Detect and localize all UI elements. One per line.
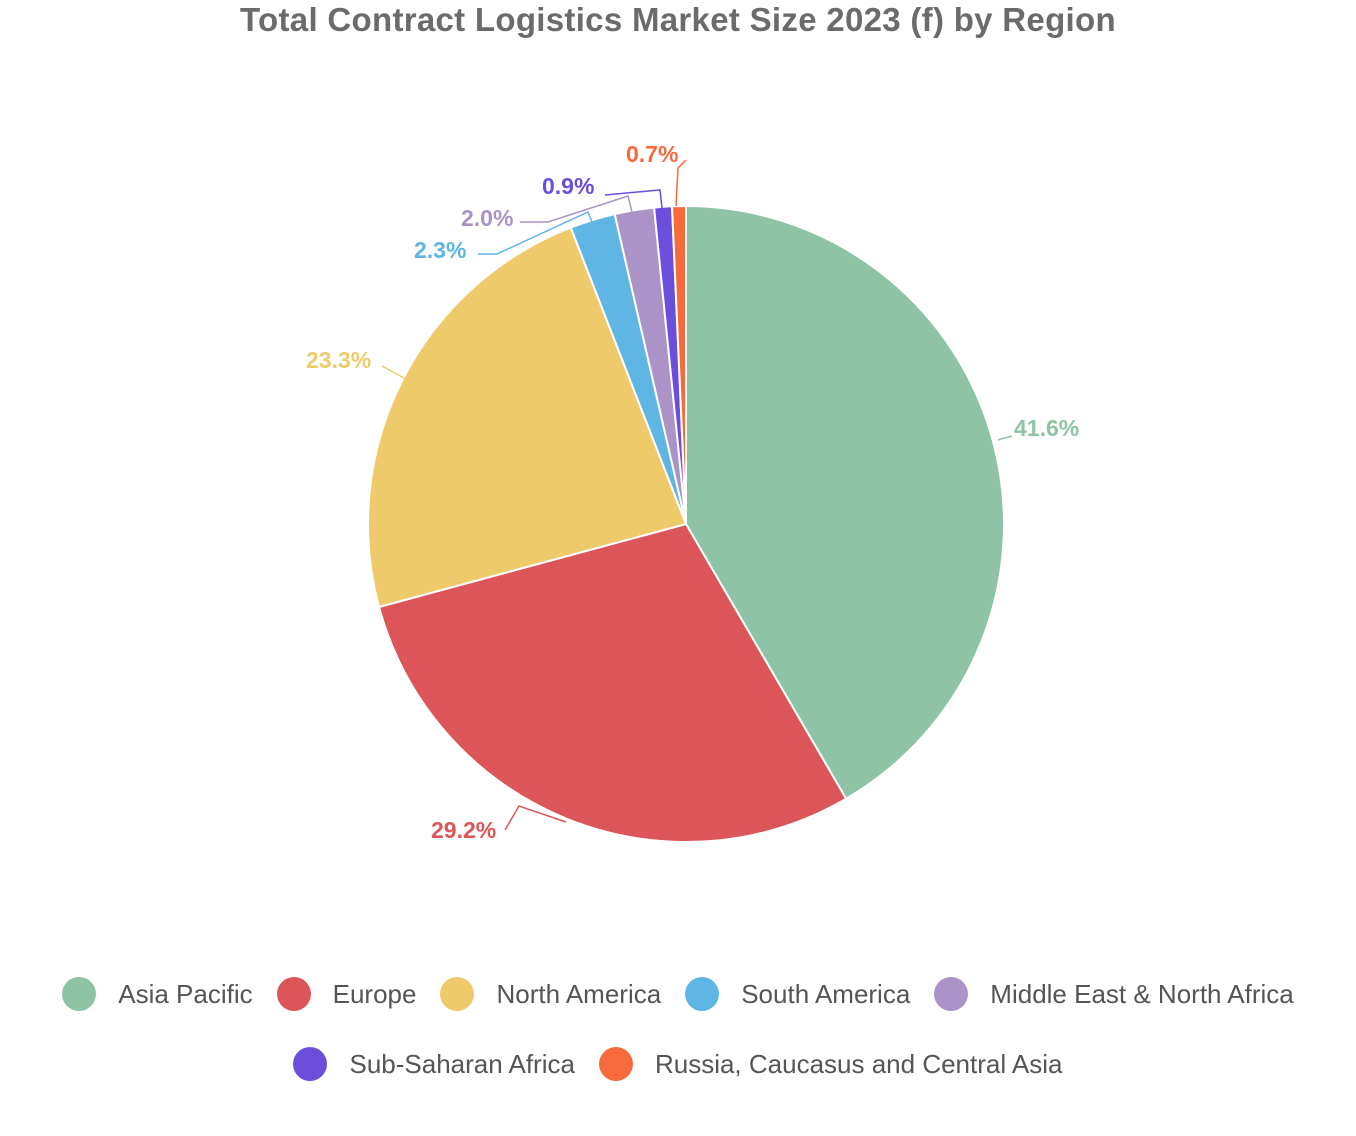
legend-label-north-america: North America [496,978,662,1009]
leader-line-europe [504,805,567,831]
pie-slice-asia-pacific[interactable] [685,204,1005,801]
pie-slice-russia-caucasus-and-central-asia[interactable] [670,204,687,525]
pie-slice-north-america[interactable] [367,226,688,609]
label-leader-lines [381,159,1013,831]
legend-item-sub-saharan-africa[interactable]: Sub-Saharan Africa [293,1047,575,1081]
legend-label-south-america: South America [741,978,911,1009]
legend-label-sub-saharan-africa: Sub-Saharan Africa [349,1048,575,1079]
leader-line-middle-east-north-africa [520,195,633,223]
legend-swatch-south-america [685,977,720,1011]
legend-item-europe[interactable]: Europe [276,977,417,1011]
legend-label-middle-east-north-africa: Middle East & North Africa [990,978,1294,1009]
legend-item-south-america[interactable]: South America [685,977,910,1011]
legend-swatch-asia-pacific [62,977,97,1011]
legend-label-russia-caucasus-central-asia: Russia, Caucasus and Central Asia [654,1048,1063,1079]
legend-label-europe: Europe [332,978,417,1009]
slice-label-south-america: 2.3% [414,237,466,263]
legend-swatch-europe [276,977,311,1011]
slice-label-sub-saharan-africa: 0.9% [542,173,594,199]
slice-label-north-america: 23.3% [306,347,371,373]
legend-item-russia-caucasus-central-asia[interactable]: Russia, Caucasus and Central Asia [598,1047,1063,1081]
legend-swatch-sub-saharan-africa [293,1047,328,1081]
legend-swatch-middle-east-north-africa [934,977,969,1011]
legend-label-asia-pacific: Asia Pacific [118,978,253,1009]
slice-labels: 41.6% 29.2% 23.3% 2.3% 2.0% 0.9% 0.7% [306,141,1079,843]
slice-label-asia-pacific: 41.6% [1014,415,1079,441]
pie-slice-europe[interactable] [377,522,848,843]
slice-label-europe: 29.2% [431,817,496,843]
leader-line-north-america [381,365,405,379]
chart-title: Total Contract Logistics Market Size 202… [240,1,1116,38]
leader-line-sub-saharan-africa [604,189,663,209]
legend-swatch-russia-caucasus-central-asia [598,1047,633,1081]
legend-row-1: Asia Pacific Europe North America South … [0,972,1356,1016]
slice-label-russia-caucasus-and-central-asia: 0.7% [626,141,678,167]
legend-row-2: Sub-Saharan Africa Russia, Caucasus and … [0,1042,1356,1086]
legend-item-asia-pacific[interactable]: Asia Pacific [62,977,253,1011]
leader-line-asia-pacific [997,435,1013,441]
slice-label-middle-east-north-africa: 2.0% [461,205,513,231]
pie-slices [367,204,1005,843]
legend-item-north-america[interactable]: North America [440,977,661,1011]
legend-swatch-north-america [440,977,475,1011]
legend-item-middle-east-north-africa[interactable]: Middle East & North Africa [934,977,1294,1011]
leader-line-south-america [478,210,593,255]
leader-line-russia-caucasus-and-central-asia [675,159,687,207]
